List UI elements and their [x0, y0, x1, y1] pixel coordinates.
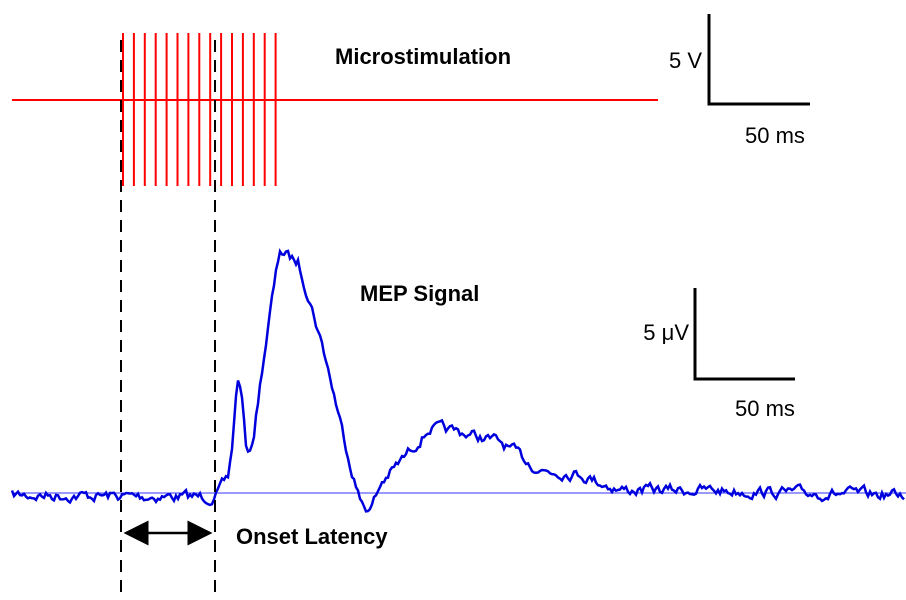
scale-label: 50 ms: [735, 396, 795, 421]
scale-label: 5 μV: [643, 320, 689, 345]
mep-trace: [10, 248, 905, 513]
scale-label: 50 ms: [745, 123, 805, 148]
annotation: Onset Latency: [236, 524, 388, 549]
scale-bar: [707, 14, 810, 106]
stim-title: Microstimulation: [335, 44, 511, 69]
mep-title: MEP Signal: [360, 281, 479, 306]
scale-label: 5 V: [669, 48, 702, 73]
scale-bar: [693, 288, 795, 381]
stim-pulses: [122, 33, 277, 186]
